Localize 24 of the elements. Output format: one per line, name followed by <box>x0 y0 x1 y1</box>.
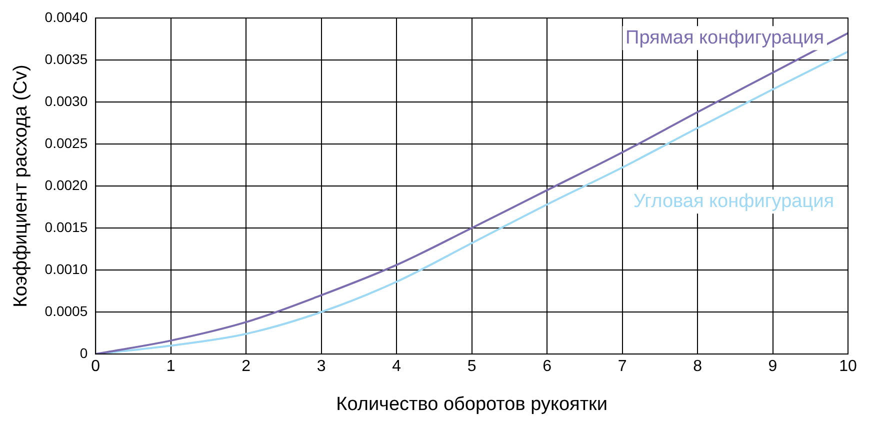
x-tick-label: 8 <box>693 358 702 376</box>
x-tick-label: 3 <box>316 358 326 376</box>
y-axis-title: Коэффициент расхода (Cv) <box>10 64 32 308</box>
x-axis-title: Количество оборотов рукоятки <box>336 394 608 415</box>
x-tick-label: 9 <box>768 358 778 376</box>
series-label: Прямая конфигурация <box>626 27 824 48</box>
x-tick-label: 4 <box>392 358 402 376</box>
y-tick-label: 0.0030 <box>44 92 88 109</box>
y-tick-label: 0.0020 <box>44 176 88 193</box>
x-tick-label: 0 <box>91 358 100 376</box>
x-tick-label: 10 <box>839 358 857 376</box>
y-tick-label: 0.0010 <box>44 260 88 277</box>
y-tick-label: 0.0015 <box>44 218 88 235</box>
y-tick-label: 0.0025 <box>44 134 88 151</box>
x-tick-label: 6 <box>542 358 552 376</box>
y-tick-label: 0.0005 <box>44 302 88 319</box>
x-tick-label: 7 <box>618 358 627 376</box>
series-label: Угловая конфигурация <box>633 190 834 212</box>
x-tick-label: 1 <box>166 358 176 376</box>
x-tick-label: 5 <box>467 358 476 376</box>
y-tick-label: 0.0040 <box>44 8 88 25</box>
x-tick-label: 2 <box>242 358 251 376</box>
y-tick-label: 0.0035 <box>44 50 88 67</box>
y-tick-label: 0 <box>80 344 88 361</box>
